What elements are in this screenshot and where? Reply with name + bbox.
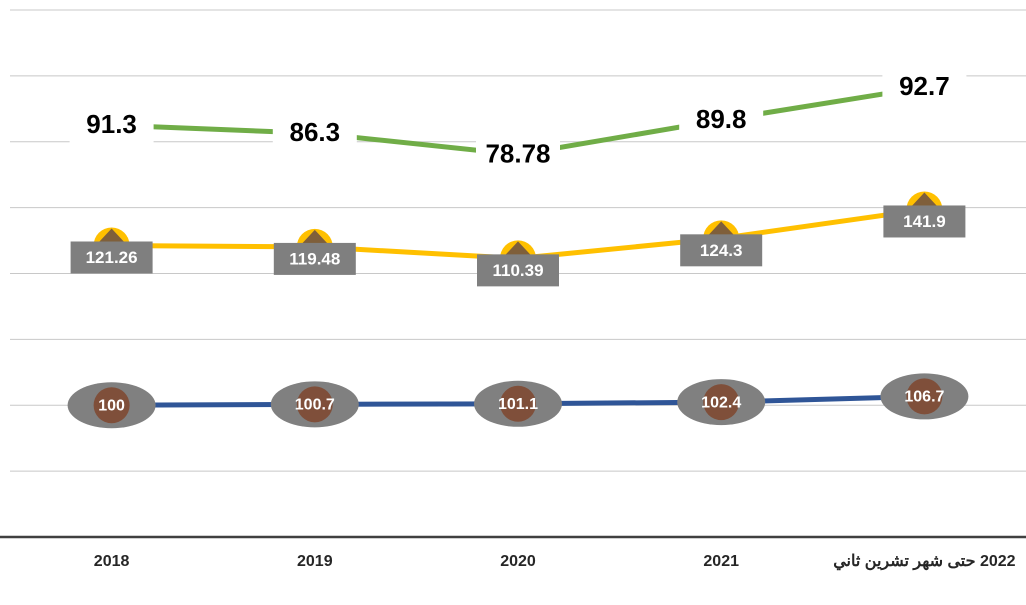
data-label: 100 [98,397,125,414]
data-label: 102.4 [701,394,741,411]
label-box [69,105,154,146]
label-box [882,67,967,108]
x-tick-label: 2018 [93,553,130,570]
marker-arrow [707,221,736,247]
marker-inner [906,378,943,415]
label-box [477,254,559,287]
data-label: 124.3 [700,241,743,260]
data-label: 141.9 [903,212,946,231]
marker-inner [93,387,130,424]
data-label: 89.8 [696,104,747,134]
label-box [70,241,153,274]
data-label: 101.1 [498,396,538,413]
marker-inner [703,384,740,421]
marker-arrow [910,192,939,218]
label-box [476,134,560,175]
x-tick-label: 2020 [500,553,536,570]
label-box [680,234,763,267]
data-label: 121.26 [86,248,138,267]
x-tick-label: 2021 [703,553,739,570]
data-label: 86.3 [289,117,340,147]
label-box [273,242,356,275]
label-box [883,205,966,238]
label-box [679,100,764,141]
data-label: 119.48 [289,249,340,268]
marker-arrow [300,229,329,255]
marker-arrow [97,228,126,254]
data-label: 100.7 [295,397,335,414]
data-label: 91.3 [86,109,137,139]
data-label: 92.7 [899,71,950,101]
label-box [272,113,357,154]
marker-inner [500,385,536,422]
x-tick-label: 2019 [297,553,333,570]
x-tick-label: 2022 حتى شهر تشرين ثاني [833,553,1016,570]
marker-inner [296,386,333,423]
data-label: 110.39 [492,261,543,280]
marker-arrow [504,241,532,267]
data-label: 106.7 [904,389,944,406]
data-label: 78.78 [485,138,550,168]
